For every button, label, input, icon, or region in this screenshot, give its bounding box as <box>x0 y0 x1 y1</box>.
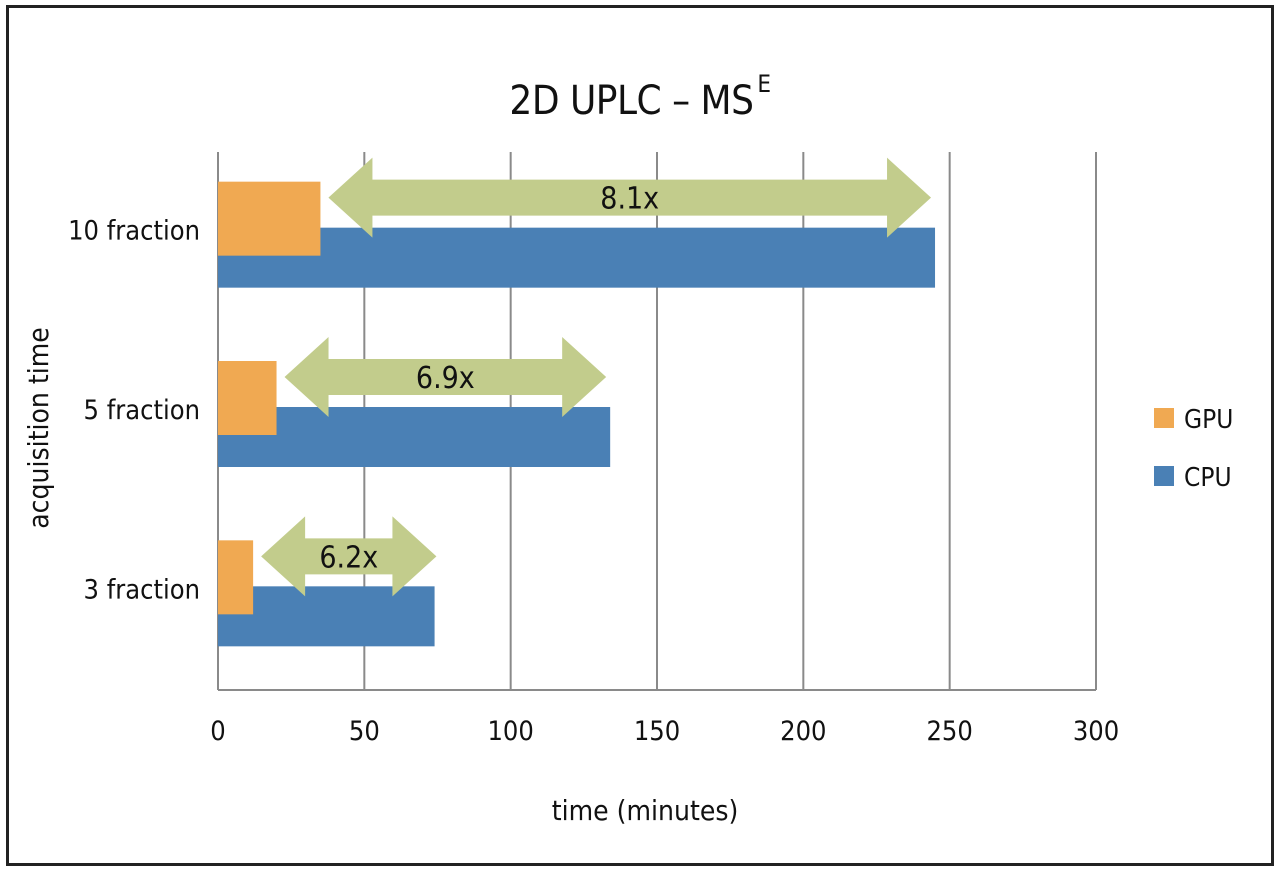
cpu-bar <box>218 227 936 288</box>
speedup-label: 6.2x <box>319 540 378 575</box>
gpu-bar <box>218 361 277 435</box>
chart-title-text: 2D UPLC – MS <box>509 78 754 124</box>
speedup-arrow <box>328 157 932 238</box>
speedup-label: 8.1x <box>600 182 659 217</box>
legend-label: GPU <box>1184 405 1233 435</box>
legend-label: CPU <box>1184 463 1232 493</box>
x-axis-label: time (minutes) <box>552 794 739 827</box>
cpu-bar <box>218 586 435 647</box>
x-tick-label: 50 <box>349 716 380 747</box>
x-tick-label: 0 <box>210 716 225 747</box>
chart-title: 2D UPLC – MS E <box>0 70 1280 124</box>
x-tick-label: 300 <box>1073 716 1119 747</box>
x-tick-label: 150 <box>634 716 680 747</box>
speedup-label: 6.9x <box>416 361 475 396</box>
gpu-bar <box>218 540 254 615</box>
y-axis-label: acquisition time <box>22 327 55 529</box>
speedup-arrow <box>261 516 437 597</box>
speedup-arrow <box>284 337 607 417</box>
chart-title-superscript: E <box>757 70 771 98</box>
x-tick-label: 250 <box>926 716 972 747</box>
x-tick-label: 200 <box>780 716 826 747</box>
cpu-bar <box>218 407 611 467</box>
legend-swatch <box>1154 466 1174 486</box>
x-tick-label: 100 <box>487 716 533 747</box>
y-category-label: 10 fraction <box>68 216 200 247</box>
gpu-bar <box>218 181 321 256</box>
y-category-label: 5 fraction <box>84 395 200 426</box>
legend-swatch <box>1154 408 1174 428</box>
y-category-label: 3 fraction <box>84 574 200 605</box>
